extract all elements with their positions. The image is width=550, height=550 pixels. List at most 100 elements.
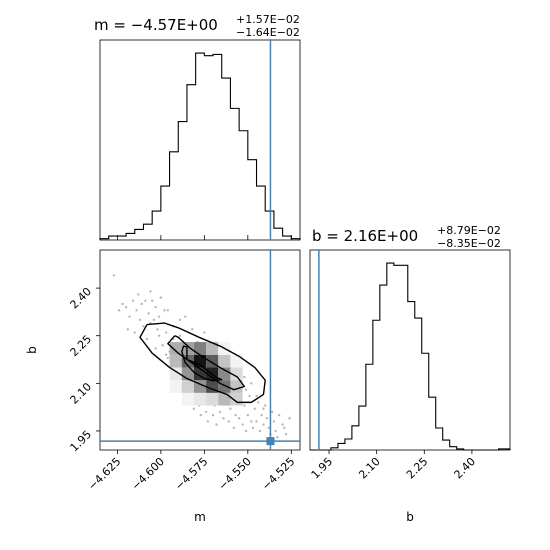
histogram-layer — [99, 52, 511, 451]
scatter-point — [248, 394, 251, 398]
scatter-point — [147, 312, 150, 315]
density-cell — [230, 354, 243, 368]
scatter-point — [163, 309, 166, 312]
xlabel-b: b — [406, 510, 414, 524]
scatter-point — [190, 328, 194, 331]
scatter-point — [229, 407, 232, 410]
scatter-point — [157, 334, 161, 337]
scatter-point — [135, 309, 138, 312]
density-cell — [169, 354, 182, 368]
scatter-point — [281, 423, 284, 426]
scatter-point — [270, 410, 274, 414]
scatter-point — [145, 337, 149, 341]
scatter-point — [262, 407, 265, 410]
density-cell — [193, 342, 207, 355]
scatter-point — [117, 309, 121, 312]
scatter-point — [243, 404, 246, 407]
scatter-point — [274, 429, 277, 433]
scatter-point — [144, 299, 147, 302]
scatter-point — [112, 274, 116, 277]
histogram-b — [310, 262, 511, 451]
scatter-point — [138, 318, 142, 322]
scatter-point — [137, 293, 140, 296]
scatter-point — [241, 423, 244, 426]
scatter-point — [157, 315, 161, 318]
scatter-point — [124, 305, 128, 309]
scatter-point — [257, 401, 260, 404]
density-cell — [193, 354, 207, 368]
density-cell — [181, 392, 194, 406]
scatter-point — [164, 353, 168, 356]
scatter-point — [265, 417, 269, 420]
contour — [167, 335, 246, 391]
scatter-point — [149, 290, 152, 293]
truth-layer — [100, 40, 320, 450]
scatter-point — [218, 410, 222, 414]
scatter-point — [264, 404, 267, 407]
scatter-point — [166, 309, 170, 312]
scatter-point — [258, 429, 262, 433]
scatter-point — [206, 420, 210, 423]
scatter-point — [250, 382, 253, 385]
density-cell — [169, 380, 182, 393]
scatter-point — [121, 302, 124, 306]
scatter-point — [227, 420, 230, 423]
scatter-point — [215, 423, 218, 426]
scatter-point — [283, 426, 286, 429]
scatter-point — [128, 315, 131, 318]
density-cell — [169, 367, 182, 381]
density-cell — [206, 392, 219, 406]
scatter-point — [211, 413, 215, 417]
scatter-point — [178, 334, 182, 337]
density-cell — [230, 367, 243, 381]
scatter-point — [260, 413, 263, 417]
scatter-point — [142, 324, 145, 328]
scatter-point — [244, 429, 248, 433]
scatter-point — [203, 331, 206, 334]
title-m-upper: +1.57E−02 — [236, 13, 300, 26]
scatter-point — [272, 420, 276, 423]
ylabel-b: b — [25, 346, 39, 354]
title-b-lower: −8.35E−02 — [437, 237, 501, 250]
density-cell — [218, 354, 231, 368]
scatter-point — [255, 394, 258, 398]
scatter-point — [150, 299, 154, 302]
scatter-point — [199, 413, 203, 417]
scatter-point — [154, 305, 157, 309]
scatter-point — [267, 426, 270, 429]
scatter-point — [262, 423, 265, 426]
panel-m-histogram — [99, 39, 301, 241]
scatter-point — [133, 331, 136, 334]
contour — [181, 345, 223, 382]
scatter-point — [232, 426, 236, 429]
scatter-point — [243, 375, 246, 379]
density-cell — [181, 342, 194, 355]
title-m-lower: −1.64E−02 — [236, 26, 300, 39]
density-cell — [218, 367, 231, 381]
scatter-point — [276, 436, 279, 439]
truth-marker — [266, 437, 275, 446]
title-b: b = 2.16E+00 — [312, 227, 418, 245]
scatter-point — [184, 315, 187, 318]
scatter-point — [253, 407, 256, 410]
density-cell — [218, 392, 231, 406]
scatter-point — [246, 413, 250, 417]
xlabel-m: m — [194, 510, 206, 524]
density-cell — [181, 380, 194, 393]
density-cell — [193, 392, 207, 406]
panel-b-histogram — [309, 249, 511, 451]
scatter-point — [126, 328, 130, 331]
scatter-point — [251, 426, 255, 429]
title-b-upper: +8.79E−02 — [437, 224, 501, 237]
histogram-m — [99, 52, 301, 240]
scatter-point — [204, 410, 208, 414]
scatter-point — [164, 331, 168, 334]
title-m: m = −4.57E+00 — [94, 16, 218, 34]
scatter-point — [156, 328, 159, 331]
scatter-point — [159, 296, 163, 299]
contour — [139, 322, 266, 404]
scatter-point — [255, 420, 258, 423]
scatter-point — [284, 432, 288, 436]
scatter-point — [222, 417, 225, 420]
